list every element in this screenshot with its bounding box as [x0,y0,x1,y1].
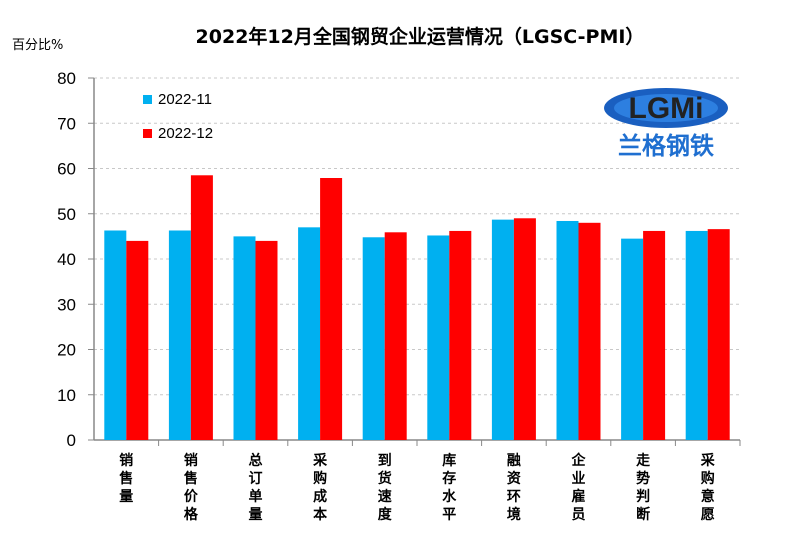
bar-2022-12-库存水平 [449,230,472,440]
x-tick-label-char: 境 [507,506,521,523]
legend-label: 2022-12 [158,125,213,142]
y-axis-label: 百分比% [12,38,64,53]
legend-label: 2022-11 [158,91,212,108]
bar-2022-11-融资环境 [491,219,514,440]
bar-2022-11-采购意愿 [685,230,708,440]
y-tick-label: 70 [57,114,76,133]
x-tick-label-char: 售 [183,470,198,487]
y-tick-label: 30 [57,295,76,314]
y-tick-label: 60 [57,160,76,179]
legend-swatch [143,95,152,104]
x-tick-label-char: 销 [184,452,198,469]
bar-2022-12-融资环境 [513,218,536,440]
bar-2022-11-库存水平 [427,235,450,440]
bar-2022-12-走势判断 [643,230,666,440]
bar-2022-11-到货速度 [362,237,385,440]
bar-2022-11-销售量 [104,230,127,440]
legend-swatch [143,129,152,138]
x-tick-label-char: 员 [572,507,586,523]
bar-2022-12-采购意愿 [707,229,730,440]
x-tick-label-char: 成 [313,488,327,505]
x-tick-label-char: 购 [701,470,715,487]
bar-2022-11-企业雇员 [556,220,579,440]
svg-text:兰格钢铁: 兰格钢铁 [618,132,714,160]
x-tick-label-char: 平 [442,507,456,523]
x-tick-label-char: 势 [636,470,650,487]
x-tick-label-char: 量 [249,507,263,523]
x-tick-label-char: 判 [636,488,650,505]
x-tick-label-char: 资 [507,470,521,487]
x-tick-label-char: 环 [507,489,521,505]
x-tick-label-char: 业 [572,471,586,487]
y-tick-label: 80 [57,69,76,88]
x-tick-label-char: 融 [507,452,521,469]
x-tick-label-char: 存 [442,470,456,487]
bar-2022-12-销售价格 [190,175,213,440]
bar-2022-12-企业雇员 [578,222,601,440]
x-tick-label-char: 采 [312,452,328,469]
x-tick-label-char: 本 [313,506,328,523]
x-tick-label-char: 企 [571,452,587,469]
x-tick-label-char: 意 [701,488,715,505]
x-tick-label-char: 单 [249,488,263,505]
x-tick-label-char: 水 [442,488,457,505]
x-tick-label-char: 购 [313,470,327,487]
x-tick-label-char: 速 [378,488,392,505]
chart-title: 2022年12月全国钢贸企业运营情况（LGSC-PMI） [195,26,645,48]
bar-2022-12-销售量 [126,240,149,440]
bar-2022-11-走势判断 [621,238,644,440]
x-tick-label-char: 销 [119,452,133,469]
x-tick-label-char: 愿 [701,507,715,523]
bar-2022-11-采购成本 [298,227,321,440]
bar-2022-11-总订单量 [233,236,256,440]
x-tick-label-char: 到 [378,453,392,469]
x-tick-label-char: 断 [636,506,650,523]
y-tick-label: 10 [57,386,76,405]
y-tick-label: 50 [57,205,76,224]
x-tick-label-char: 库 [442,452,456,469]
y-tick-label: 0 [67,431,76,450]
x-tick-label-char: 度 [378,506,393,523]
x-tick-label-char: 量 [119,489,133,505]
y-tick-label: 20 [57,341,76,360]
y-tick-label: 40 [57,250,76,269]
bar-2022-12-总订单量 [255,240,278,440]
svg-text:LGMi: LGMi [629,92,704,125]
x-tick-label-char: 货 [377,470,392,487]
x-tick-label-char: 订 [249,470,263,487]
x-tick-label-char: 价 [184,489,199,505]
lgmi-logo: LGMi 兰格钢铁 [604,88,728,160]
bar-2022-11-销售价格 [168,230,191,440]
bar-2022-12-采购成本 [320,178,343,440]
bar-2022-12-到货速度 [384,232,407,440]
x-tick-label-char: 雇 [572,488,586,505]
x-tick-label-char: 走 [636,453,651,469]
x-tick-label-char: 总 [249,452,263,469]
x-tick-label-char: 售 [118,470,133,487]
x-tick-label-char: 格 [184,506,199,523]
x-tick-label-char: 采 [700,452,716,469]
